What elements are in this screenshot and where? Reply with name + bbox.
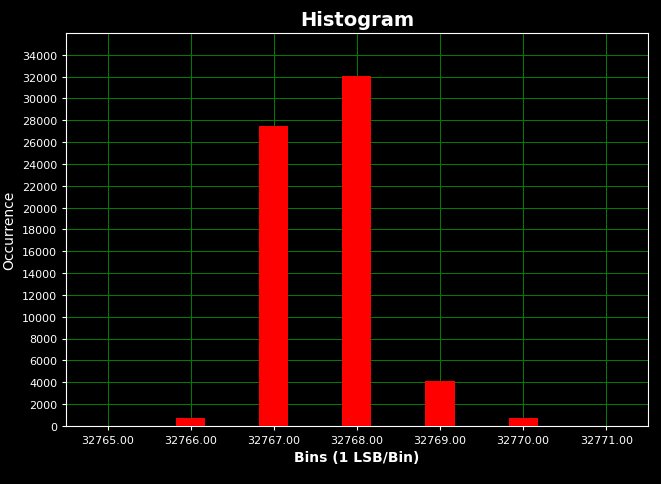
Bar [342, 76, 371, 426]
Title: Histogram: Histogram [300, 11, 414, 30]
Bar [426, 381, 455, 426]
X-axis label: Bins (1 LSB/Bin): Bins (1 LSB/Bin) [294, 451, 420, 465]
Bar [259, 126, 288, 426]
Bar [176, 418, 206, 426]
Bar [508, 418, 537, 426]
Y-axis label: Occurrence: Occurrence [2, 190, 17, 270]
